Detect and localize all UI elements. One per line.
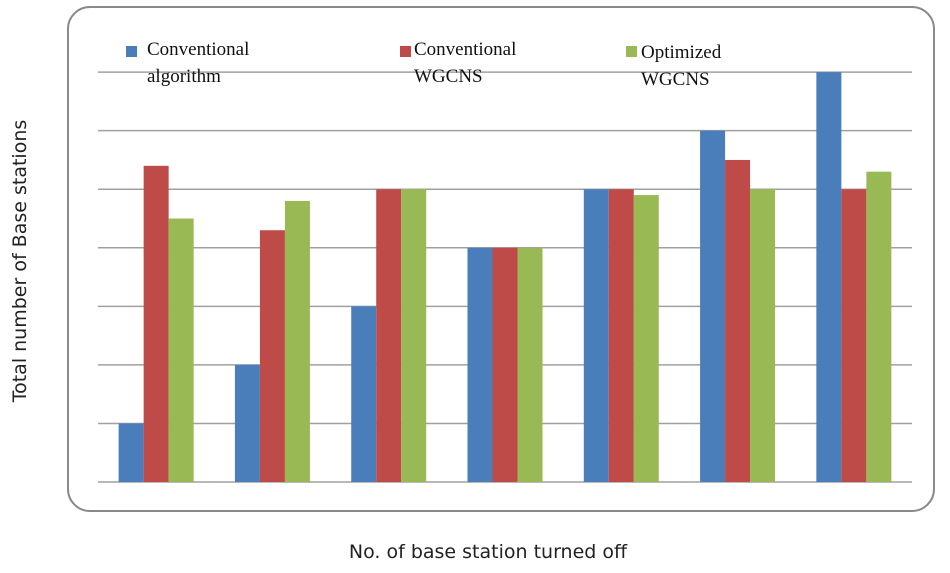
bar-conventional-algorithm-4 [467,247,493,482]
bar-conventional-algorithm-6 [700,130,726,482]
legend-swatch-optimized-wgcns [626,46,637,57]
bar-conventional-algorithm-5 [583,189,609,482]
legend-label-conventional-algorithm-line2: algorithm [147,66,221,87]
bar-conventional-algorithm-1 [118,423,144,482]
bar-conventional-algorithm-2 [234,364,260,482]
bar-conventional-wgcns-4 [492,247,518,482]
legend-label-optimized-wgcns-line1: Optimized [641,42,722,63]
bar-optimized-wgcns-7 [866,171,892,482]
legend-label-conventional-wgcns-line1: Conventional [414,39,516,60]
legend-label-optimized-wgcns-line2: WGCNS [641,69,710,90]
bar-conventional-wgcns-2 [259,230,285,482]
bar-conventional-wgcns-7 [841,189,867,482]
x-axis-title: No. of base station turned off [349,541,628,563]
bar-conventional-algorithm-3 [351,306,377,482]
bar-conventional-wgcns-6 [725,159,751,483]
legend: Conventional algorithm Conventional WGCN… [126,39,722,90]
bar-conventional-wgcns-5 [608,189,634,482]
bar-conventional-wgcns-3 [376,189,402,482]
legend-label-conventional-wgcns-line2: WGCNS [414,66,483,87]
bar-optimized-wgcns-4 [517,247,543,482]
legend-swatch-conventional-algorithm [126,46,137,57]
bar-optimized-wgcns-6 [750,189,776,482]
bar-conventional-algorithm-7 [816,72,842,482]
bar-optimized-wgcns-3 [401,189,427,482]
y-axis-title: Total number of Base stations [9,120,31,404]
bars [118,72,892,483]
bar-optimized-wgcns-5 [633,195,659,482]
legend-swatch-conventional-wgcns [400,46,411,57]
bar-optimized-wgcns-1 [168,218,194,482]
legend-label-conventional-algorithm-line1: Conventional [147,39,249,60]
bar-conventional-wgcns-1 [143,165,169,482]
bar-optimized-wgcns-2 [284,200,310,482]
